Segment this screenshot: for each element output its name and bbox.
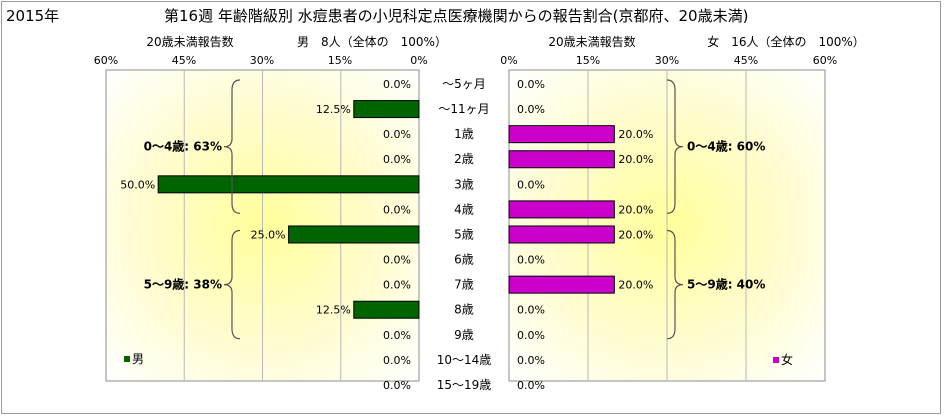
category-label: 2歳 [454, 152, 474, 166]
tick-label-right-60: 60% [813, 54, 837, 67]
tick-label-left-30: 30% [250, 54, 274, 67]
category-label: 10～14歳 [437, 353, 492, 367]
female-value-label: 20.0% [618, 279, 653, 292]
female-value-label: 20.0% [618, 128, 653, 141]
category-label: 9歳 [454, 328, 474, 342]
category-label: 15～19歳 [437, 378, 492, 392]
male-panel-title: 男 8人（全体の 100%） [297, 34, 447, 49]
male-value-label: 0.0% [383, 329, 411, 342]
male-group-0-label: 0～4歳: 63% [144, 139, 222, 154]
male-value-label: 0.0% [383, 153, 411, 166]
female-value-label: 0.0% [517, 178, 545, 191]
female-value-label: 20.0% [618, 153, 653, 166]
female-value-label: 0.0% [517, 329, 545, 342]
female-group-1-label: 5～9歳: 40% [687, 277, 765, 292]
male-value-label: 12.5% [316, 103, 351, 116]
tick-label-right-0: 0% [500, 54, 517, 67]
tick-label-left-60: 60% [94, 54, 118, 67]
male-value-label: 12.5% [316, 304, 351, 317]
tick-label-left-45: 45% [172, 54, 196, 67]
tick-label-right-30: 30% [655, 54, 679, 67]
male-value-label: 25.0% [251, 228, 286, 241]
male-group-1-bracket [223, 229, 241, 340]
male-value-label: 0.0% [383, 203, 411, 216]
male-bar [157, 175, 420, 194]
chart-year: 2015年 [6, 7, 60, 25]
male-value-label: 0.0% [383, 279, 411, 292]
female-bar [508, 125, 615, 144]
tick-label-left-0: 0% [410, 54, 427, 67]
category-label: 5歳 [454, 227, 474, 241]
male-value-label: 0.0% [383, 78, 411, 91]
male-bar [288, 225, 420, 244]
male-value-label: 0.0% [383, 354, 411, 367]
category-label: 8歳 [454, 303, 474, 317]
female-legend-swatch [773, 357, 779, 363]
female-value-label: 0.0% [517, 379, 545, 392]
male-bar [353, 100, 420, 119]
male-value-label: 0.0% [383, 254, 411, 267]
male-bar [353, 300, 420, 319]
male-value-label: 50.0% [120, 178, 155, 191]
male-value-label: 0.0% [383, 128, 411, 141]
category-label: 4歳 [454, 202, 474, 216]
chart-title: 第16週 年齢階級別 水痘患者の小児科定点医療機関からの報告割合(京都府、20歳… [164, 7, 749, 25]
female-group-0-bracket [666, 79, 684, 215]
female-bar [508, 150, 615, 169]
tick-label-right-15: 15% [576, 54, 600, 67]
female-value-label: 0.0% [517, 304, 545, 317]
female-bar [508, 275, 615, 294]
chart-marks: ～5ヶ月 ～11ヶ月 1歳 2歳 3歳 4歳 5歳 6歳 7歳 8歳 9歳 10～14歳 15～19歳 0… [120, 77, 765, 392]
category-label: 1歳 [454, 127, 474, 141]
female-value-label: 0.0% [517, 254, 545, 267]
female-panel-title: 女 16人（全体の 100%） [707, 34, 865, 49]
category-label: ～11ヶ月 [438, 102, 489, 116]
female-group-0-label: 0～4歳: 60% [687, 139, 765, 154]
tick-label-left-15: 15% [328, 54, 352, 67]
male-group-0-bracket [223, 79, 241, 215]
male-value-label: 0.0% [383, 379, 411, 392]
male-legend-label: 男 [132, 352, 144, 366]
category-label: ～5ヶ月 [442, 77, 486, 91]
female-bar [508, 200, 615, 219]
male-legend-swatch [124, 356, 130, 362]
male-group-1-label: 5～9歳: 38% [144, 277, 222, 292]
female-legend-label: 女 [781, 352, 793, 367]
male-axis-label: 20歳未満報告数 [146, 34, 233, 49]
female-value-label: 20.0% [618, 228, 653, 241]
female-group-1-bracket [666, 229, 684, 340]
category-label: 7歳 [454, 278, 474, 292]
category-label: 6歳 [454, 253, 474, 267]
category-label: 3歳 [454, 177, 474, 191]
female-value-label: 20.0% [618, 203, 653, 216]
female-value-label: 0.0% [517, 354, 545, 367]
female-axis-label: 20歳未満報告数 [548, 34, 635, 49]
female-value-label: 0.0% [517, 78, 545, 91]
female-bar [508, 225, 615, 244]
tick-label-right-45: 45% [734, 54, 758, 67]
female-value-label: 0.0% [517, 103, 545, 116]
